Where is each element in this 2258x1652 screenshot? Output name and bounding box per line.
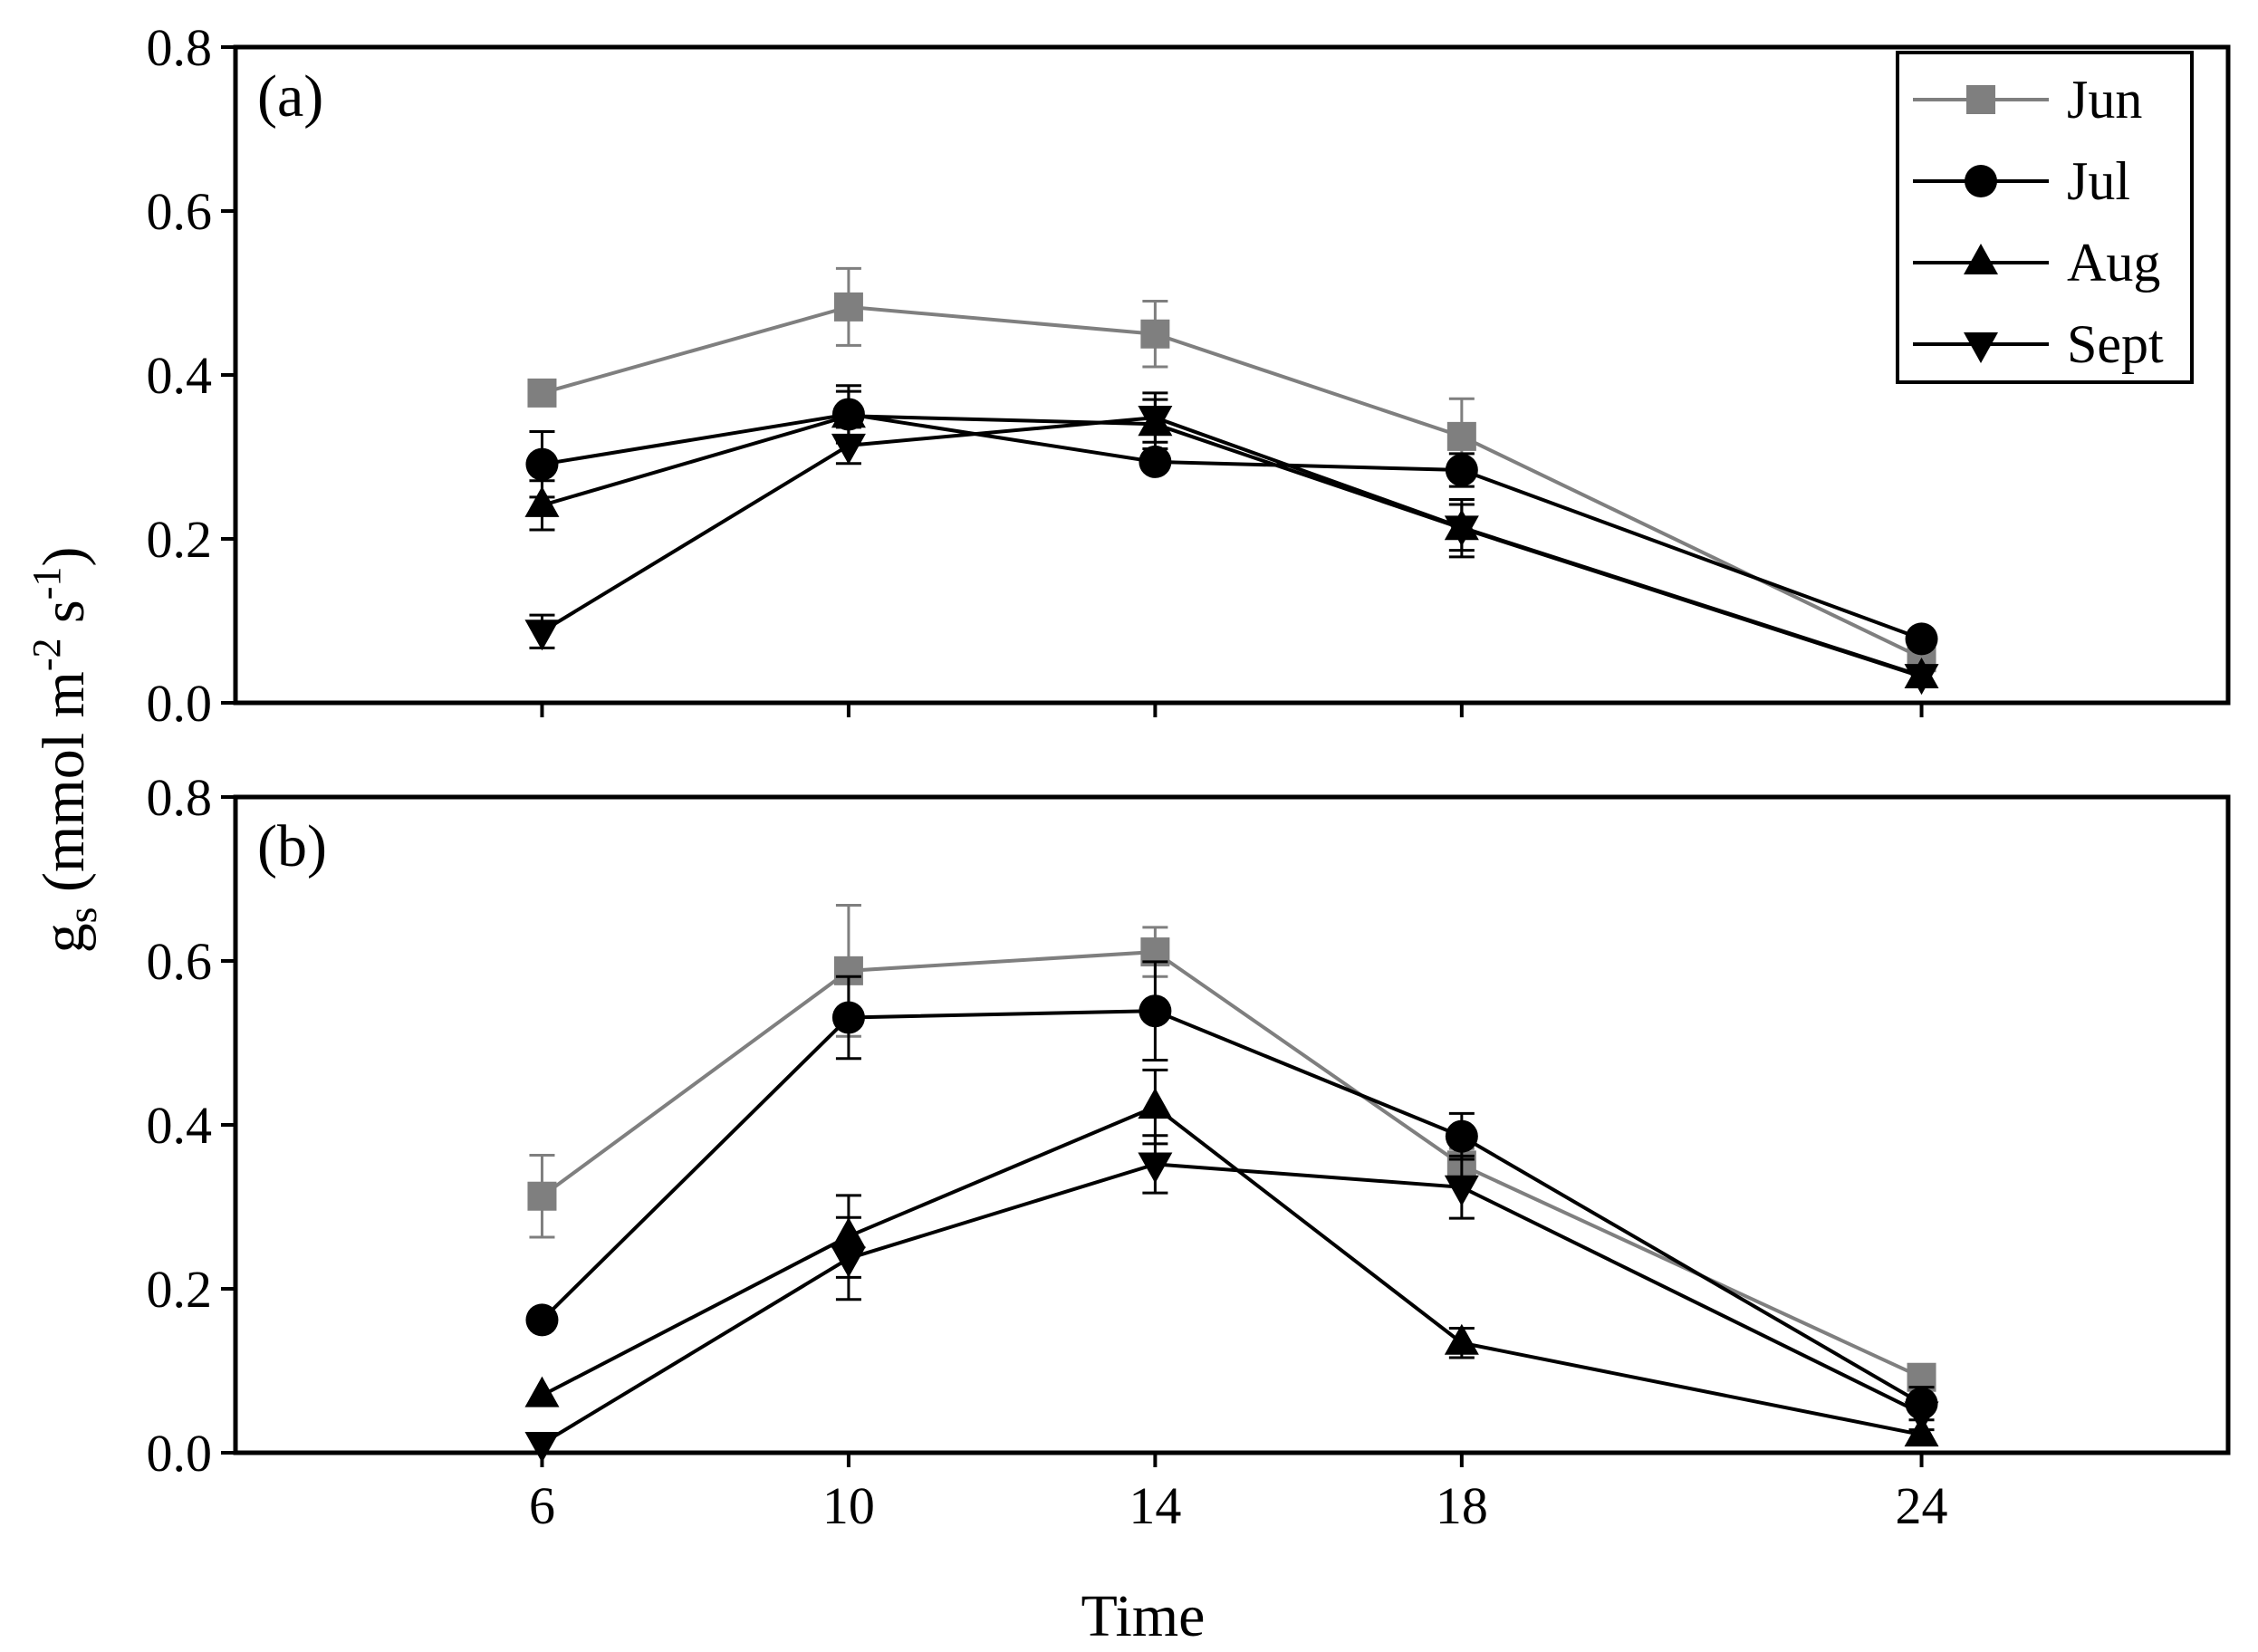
y-axis-title-exp1: -2 <box>24 638 69 671</box>
data-point-sept <box>524 1432 560 1464</box>
svg-text:gs (mmol m-2 s-1): gs (mmol m-2 s-1) <box>24 547 105 954</box>
series-jun <box>527 903 1936 1392</box>
series-aug <box>524 389 1939 689</box>
data-point-sept <box>1444 515 1479 547</box>
legend-marker-jul <box>1965 165 1997 197</box>
legend-item-sept: Sept <box>1913 314 2164 374</box>
panel-b: 0.0 0.2 0.4 0.6 0.8 6 10 14 18 24 (b) <box>147 768 2231 1535</box>
data-point-sept <box>1444 1175 1479 1206</box>
x-tick-label: 14 <box>1129 1476 1181 1535</box>
panel-a-x-axis <box>540 703 1924 717</box>
panel-b-plot <box>524 903 1939 1464</box>
panel-a-y-axis: 0.0 0.2 0.4 0.6 0.8 <box>147 18 235 733</box>
data-point-jul <box>1445 1119 1478 1153</box>
y-tick-label: 0.0 <box>147 674 213 733</box>
legend-label: Aug <box>2067 233 2160 293</box>
x-tick-label: 6 <box>529 1476 555 1535</box>
series-line-aug <box>541 414 1923 678</box>
series-jun <box>527 266 1936 673</box>
y-axis-title-main: g <box>31 923 97 953</box>
y-tick-label: 0.6 <box>147 182 213 241</box>
legend-item-jul: Jul <box>1913 151 2130 211</box>
data-point-sept <box>831 433 866 465</box>
data-point-jul <box>831 1001 865 1034</box>
data-point-jul <box>1445 453 1478 486</box>
y-axis-title-close: ) <box>31 547 97 567</box>
legend-label: Jul <box>2067 151 2130 211</box>
data-point-jul <box>525 1303 559 1337</box>
data-point-sept <box>831 1246 866 1278</box>
y-tick-label: 0.8 <box>147 18 213 77</box>
data-point-sept <box>1138 1152 1173 1184</box>
series-jul <box>525 960 1938 1422</box>
x-tick-label: 10 <box>822 1476 875 1535</box>
series-line-sept <box>541 1162 1923 1446</box>
legend: Jun Jul Aug Sept <box>1896 51 2194 384</box>
legend-label: Jun <box>2067 70 2142 130</box>
y-axis-title-sub: s <box>59 907 105 923</box>
data-point-jul <box>1139 445 1172 478</box>
x-tick-label: 18 <box>1436 1476 1488 1535</box>
panel-a-plot <box>524 266 1939 696</box>
panel-b-y-axis: 0.0 0.2 0.4 0.6 0.8 <box>147 768 235 1483</box>
y-axis-title-units: (mmol m <box>31 671 97 907</box>
data-point-jun <box>833 292 863 322</box>
legend-marker-aug <box>1964 244 1998 274</box>
y-tick-label: 0.2 <box>147 510 213 569</box>
legend-label: Sept <box>2067 314 2164 374</box>
y-tick-label: 0.8 <box>147 768 213 827</box>
data-point-jun <box>527 1181 557 1211</box>
data-point-sept <box>1904 664 1939 696</box>
y-axis-title-mid: s <box>31 600 97 638</box>
legend-frame <box>1896 51 2194 384</box>
series-line-sept <box>541 416 1923 678</box>
data-point-jul <box>1139 994 1172 1028</box>
data-point-sept <box>524 620 560 651</box>
data-point-jul <box>1905 622 1938 656</box>
series-line-aug <box>541 1104 1922 1437</box>
y-axis-title: gs (mmol m-2 s-1) <box>24 547 105 954</box>
panel-b-frame <box>233 794 2231 1455</box>
legend-item-jun: Jun <box>1913 70 2142 130</box>
data-point-aug <box>524 1376 560 1407</box>
panel-b-label: (b) <box>257 813 327 879</box>
data-point-sept <box>1904 1401 1939 1433</box>
series-sept <box>524 1134 1939 1464</box>
data-point-sept <box>1138 406 1173 437</box>
y-tick-label: 0.2 <box>147 1260 213 1319</box>
series-sept <box>524 391 1939 696</box>
panel-a-frame <box>233 44 2231 706</box>
series-line-jun <box>541 304 1923 660</box>
data-point-aug <box>1138 1088 1173 1119</box>
legend-marker-jun <box>1966 85 1995 114</box>
data-point-aug <box>831 397 866 428</box>
data-point-aug <box>1444 1323 1479 1355</box>
y-axis-title-exp2: -1 <box>24 567 69 600</box>
y-tick-label: 0.0 <box>147 1424 213 1483</box>
series-line-jul <box>542 412 1923 641</box>
x-axis-title: Time <box>1081 1583 1206 1649</box>
legend-item-aug: Aug <box>1913 233 2160 293</box>
data-point-aug <box>524 485 560 517</box>
data-point-jun <box>527 378 557 408</box>
data-point-jun <box>1140 319 1170 349</box>
data-point-jul <box>525 447 559 481</box>
panel-b-x-axis: 6 10 14 18 24 <box>529 1453 1948 1535</box>
panel-a-label: (a) <box>257 63 323 130</box>
panel-a: 0.0 0.2 0.4 0.6 0.8 (a) Jun Jul Aug Sept <box>147 18 2231 733</box>
data-point-jun <box>1446 421 1476 451</box>
series-line-jul <box>541 1009 1923 1406</box>
y-tick-label: 0.6 <box>147 932 213 991</box>
y-tick-label: 0.4 <box>147 1096 213 1155</box>
y-tick-label: 0.4 <box>147 346 213 405</box>
legend-items: Jun Jul Aug Sept <box>1913 70 2164 374</box>
legend-marker-sept <box>1964 332 1998 363</box>
x-tick-label: 24 <box>1896 1476 1948 1535</box>
